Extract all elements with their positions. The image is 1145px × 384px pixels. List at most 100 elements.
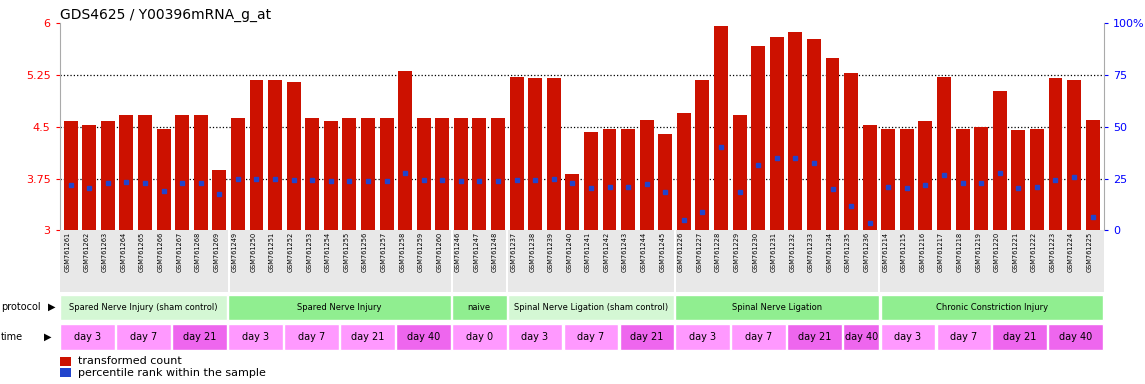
Bar: [807, 39, 821, 230]
Text: GSM761221: GSM761221: [1012, 232, 1018, 272]
Bar: [844, 73, 858, 230]
Bar: [194, 115, 207, 230]
Bar: [172, 324, 227, 350]
Text: protocol: protocol: [1, 302, 41, 312]
Text: GSM761225: GSM761225: [1087, 232, 1092, 272]
Text: GSM761259: GSM761259: [418, 232, 424, 272]
Text: GSM761248: GSM761248: [492, 232, 498, 272]
Text: Spinal Nerve Ligation: Spinal Nerve Ligation: [733, 303, 822, 312]
Bar: [157, 129, 171, 230]
Text: day 21: day 21: [798, 332, 831, 342]
Text: GSM761264: GSM761264: [120, 232, 126, 272]
Text: Chronic Constriction Injury: Chronic Constriction Injury: [935, 303, 1048, 312]
Bar: [900, 129, 914, 230]
Text: GSM761218: GSM761218: [956, 232, 963, 272]
Text: GSM761244: GSM761244: [641, 232, 647, 272]
Bar: [658, 134, 672, 230]
Text: ▶: ▶: [48, 302, 56, 312]
Text: day 40: day 40: [845, 332, 878, 342]
Text: GSM761260: GSM761260: [436, 232, 442, 272]
Bar: [862, 125, 877, 230]
Bar: [993, 324, 1048, 350]
Text: GSM761238: GSM761238: [529, 232, 535, 272]
Bar: [677, 113, 690, 230]
Bar: [286, 82, 301, 230]
Bar: [619, 324, 674, 350]
Text: day 21: day 21: [183, 332, 216, 342]
Text: GSM761251: GSM761251: [269, 232, 275, 272]
Text: day 7: day 7: [577, 332, 605, 342]
Text: day 7: day 7: [950, 332, 978, 342]
Text: GSM761258: GSM761258: [400, 232, 405, 272]
Bar: [881, 324, 935, 350]
Text: day 21: day 21: [630, 332, 664, 342]
Bar: [733, 115, 747, 230]
Bar: [507, 324, 562, 350]
Text: GSM761263: GSM761263: [102, 232, 108, 272]
Text: GSM761246: GSM761246: [455, 232, 461, 272]
Text: GSM761255: GSM761255: [344, 232, 349, 272]
Text: Spared Nerve Injury: Spared Nerve Injury: [297, 303, 381, 312]
Bar: [956, 129, 970, 230]
Text: GSM761224: GSM761224: [1068, 232, 1074, 272]
Bar: [228, 324, 283, 350]
Text: GSM761254: GSM761254: [325, 232, 331, 272]
Bar: [732, 324, 787, 350]
Bar: [60, 368, 71, 377]
Text: GSM761266: GSM761266: [158, 232, 164, 272]
Bar: [268, 80, 282, 230]
Bar: [676, 324, 731, 350]
Text: GSM761250: GSM761250: [251, 232, 256, 272]
Bar: [231, 118, 245, 230]
Bar: [453, 118, 468, 230]
Text: day 40: day 40: [406, 332, 440, 342]
Bar: [212, 170, 227, 230]
Bar: [473, 118, 487, 230]
Text: GSM761232: GSM761232: [789, 232, 796, 272]
Bar: [228, 295, 451, 319]
Text: GSM761253: GSM761253: [306, 232, 313, 272]
Bar: [361, 118, 374, 230]
Bar: [507, 295, 674, 319]
Bar: [640, 120, 654, 230]
Text: transformed count: transformed count: [78, 356, 182, 366]
Bar: [714, 26, 728, 230]
Text: GSM761233: GSM761233: [808, 232, 814, 271]
Bar: [937, 324, 992, 350]
Text: GSM761262: GSM761262: [84, 232, 89, 272]
Text: day 7: day 7: [129, 332, 157, 342]
Text: GSM761228: GSM761228: [714, 232, 721, 272]
Text: GSM761256: GSM761256: [362, 232, 368, 272]
Bar: [695, 80, 710, 230]
Text: GDS4625 / Y00396mRNA_g_at: GDS4625 / Y00396mRNA_g_at: [60, 8, 270, 22]
Text: GSM761222: GSM761222: [1030, 232, 1037, 272]
Text: GSM761257: GSM761257: [380, 232, 387, 272]
Bar: [306, 118, 319, 230]
Text: GSM761215: GSM761215: [901, 232, 907, 272]
Bar: [937, 77, 951, 230]
Text: GSM761241: GSM761241: [585, 232, 591, 272]
Bar: [491, 118, 505, 230]
Text: GSM761236: GSM761236: [863, 232, 870, 272]
Text: day 7: day 7: [298, 332, 325, 342]
Bar: [342, 118, 356, 230]
Text: naive: naive: [467, 303, 491, 312]
Text: day 40: day 40: [1059, 332, 1092, 342]
Bar: [284, 324, 339, 350]
Text: Spinal Nerve Ligation (sham control): Spinal Nerve Ligation (sham control): [514, 303, 668, 312]
Text: GSM761219: GSM761219: [976, 232, 981, 271]
Text: day 7: day 7: [745, 332, 773, 342]
Bar: [417, 118, 431, 230]
Text: percentile rank within the sample: percentile rank within the sample: [78, 368, 266, 378]
Bar: [60, 295, 227, 319]
Text: GSM761268: GSM761268: [195, 232, 200, 272]
Bar: [64, 121, 78, 230]
Text: GSM761269: GSM761269: [213, 232, 220, 272]
Text: day 21: day 21: [1003, 332, 1036, 342]
Bar: [918, 121, 932, 230]
Text: GSM761249: GSM761249: [232, 232, 238, 272]
Text: GSM761234: GSM761234: [827, 232, 832, 272]
Text: day 21: day 21: [350, 332, 384, 342]
Bar: [1067, 80, 1081, 230]
Text: GSM761227: GSM761227: [696, 232, 702, 272]
